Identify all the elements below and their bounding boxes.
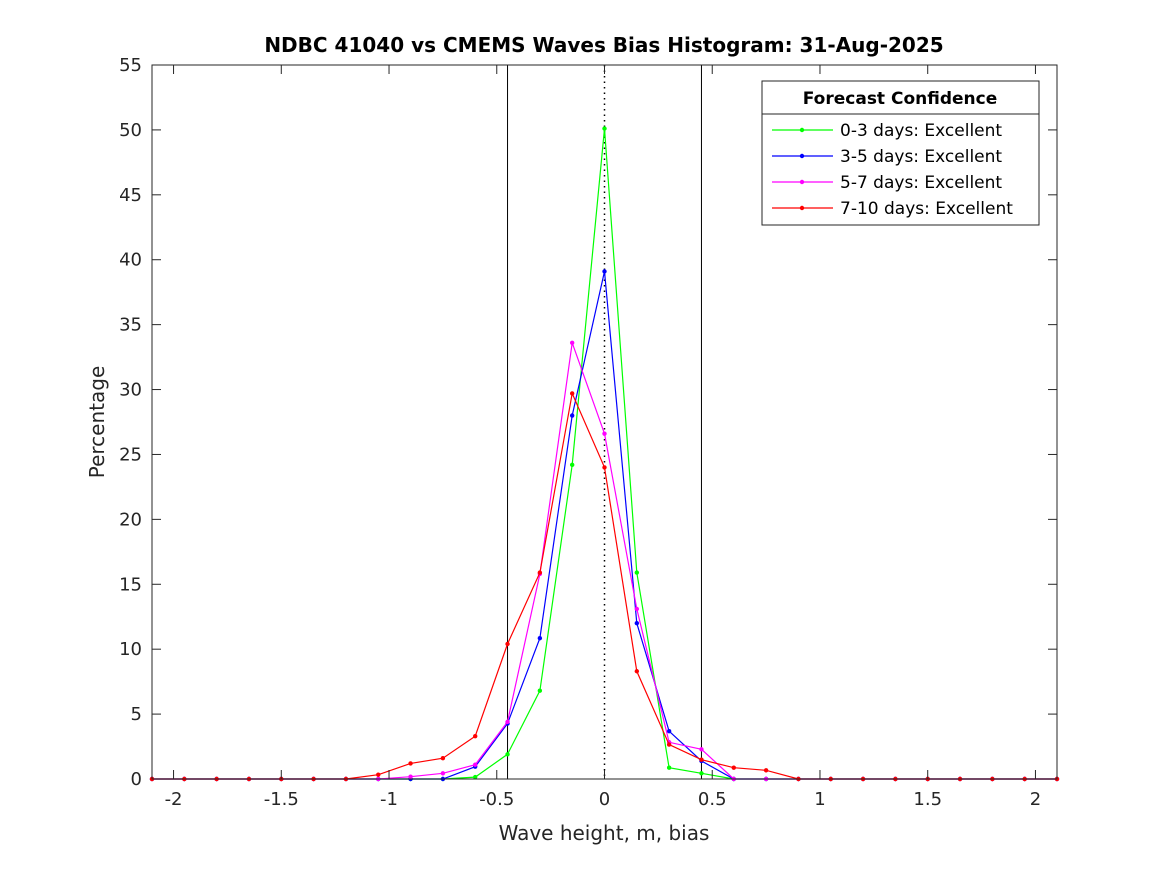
data-point (602, 269, 607, 274)
y-axis-label: Percentage (85, 366, 109, 479)
legend-swatch-marker (799, 205, 805, 211)
data-point (602, 126, 607, 131)
data-point (376, 772, 381, 777)
data-point (731, 765, 736, 770)
data-point (408, 761, 413, 766)
x-tick-label: -1 (380, 789, 398, 810)
x-tick-label: 1 (814, 789, 825, 810)
data-point (634, 606, 640, 612)
data-point (505, 752, 510, 757)
data-point (505, 719, 510, 725)
y-tick-label: 20 (119, 509, 142, 530)
data-point (537, 635, 543, 641)
legend-swatch-marker (799, 127, 805, 133)
data-point (408, 774, 413, 779)
y-tick-label: 30 (119, 380, 142, 401)
data-point (440, 756, 446, 761)
data-point (505, 641, 510, 647)
legend-swatch-marker (799, 179, 805, 185)
x-tick-label: 2 (1030, 789, 1041, 810)
data-point (569, 462, 575, 468)
data-point (634, 669, 640, 674)
legend-title: Forecast Confidence (803, 89, 998, 109)
y-tick-label: 15 (119, 574, 142, 595)
legend-entry-label: 7-10 days: Excellent (840, 199, 1013, 219)
data-point (537, 570, 543, 575)
legend-entry-label: 0-3 days: Excellent (840, 121, 1002, 141)
data-point (473, 733, 478, 739)
data-point (569, 340, 575, 346)
y-tick-label: 50 (119, 120, 142, 141)
legend-box (761, 80, 1040, 226)
data-point (473, 774, 478, 780)
x-tick-label: 0 (599, 789, 610, 810)
data-point (763, 768, 769, 773)
chart-title: NDBC 41040 vs CMEMS Waves Bias Histogram… (264, 33, 943, 57)
y-tick-label: 55 (119, 55, 142, 76)
y-tick-label: 0 (131, 769, 142, 790)
y-tick-label: 10 (119, 639, 142, 660)
y-tick-label: 25 (119, 444, 142, 465)
x-tick-label: -2 (165, 789, 183, 810)
legend: Forecast Confidence 0-3 days: Excellent 3… (761, 80, 1040, 226)
x-tick-label: -1.5 (264, 789, 299, 810)
data-point (569, 391, 575, 396)
data-point (666, 742, 672, 747)
y-tick-label: 5 (131, 704, 142, 725)
data-point (634, 570, 640, 575)
x-tick-label: 0.5 (698, 789, 727, 810)
data-point (537, 688, 543, 693)
x-tick-label: 1.5 (913, 789, 942, 810)
y-tick-label: 45 (119, 185, 142, 206)
data-point (666, 765, 672, 770)
legend-swatch-marker (799, 153, 805, 159)
legend-entry-label: 5-7 days: Excellent (840, 173, 1002, 193)
data-point (699, 771, 704, 776)
legend-entry-label: 3-5 days: Excellent (840, 147, 1002, 167)
data-point (699, 757, 704, 762)
y-tick-label: 40 (119, 250, 142, 271)
data-point (569, 413, 575, 418)
data-point (634, 621, 640, 626)
data-point (602, 465, 607, 470)
data-point (473, 762, 478, 767)
x-axis-label: Wave height, m, bias (499, 821, 710, 845)
y-tick-label: 35 (119, 315, 142, 336)
data-point (440, 771, 446, 776)
data-point (602, 431, 607, 436)
data-point (666, 729, 672, 734)
data-point (699, 747, 704, 752)
x-tick-label: -0.5 (479, 789, 514, 810)
plot-area: -2 -1.5 -1 -0.5 0 0.5 1 1.5 20510152025303540455… (119, 55, 1060, 810)
